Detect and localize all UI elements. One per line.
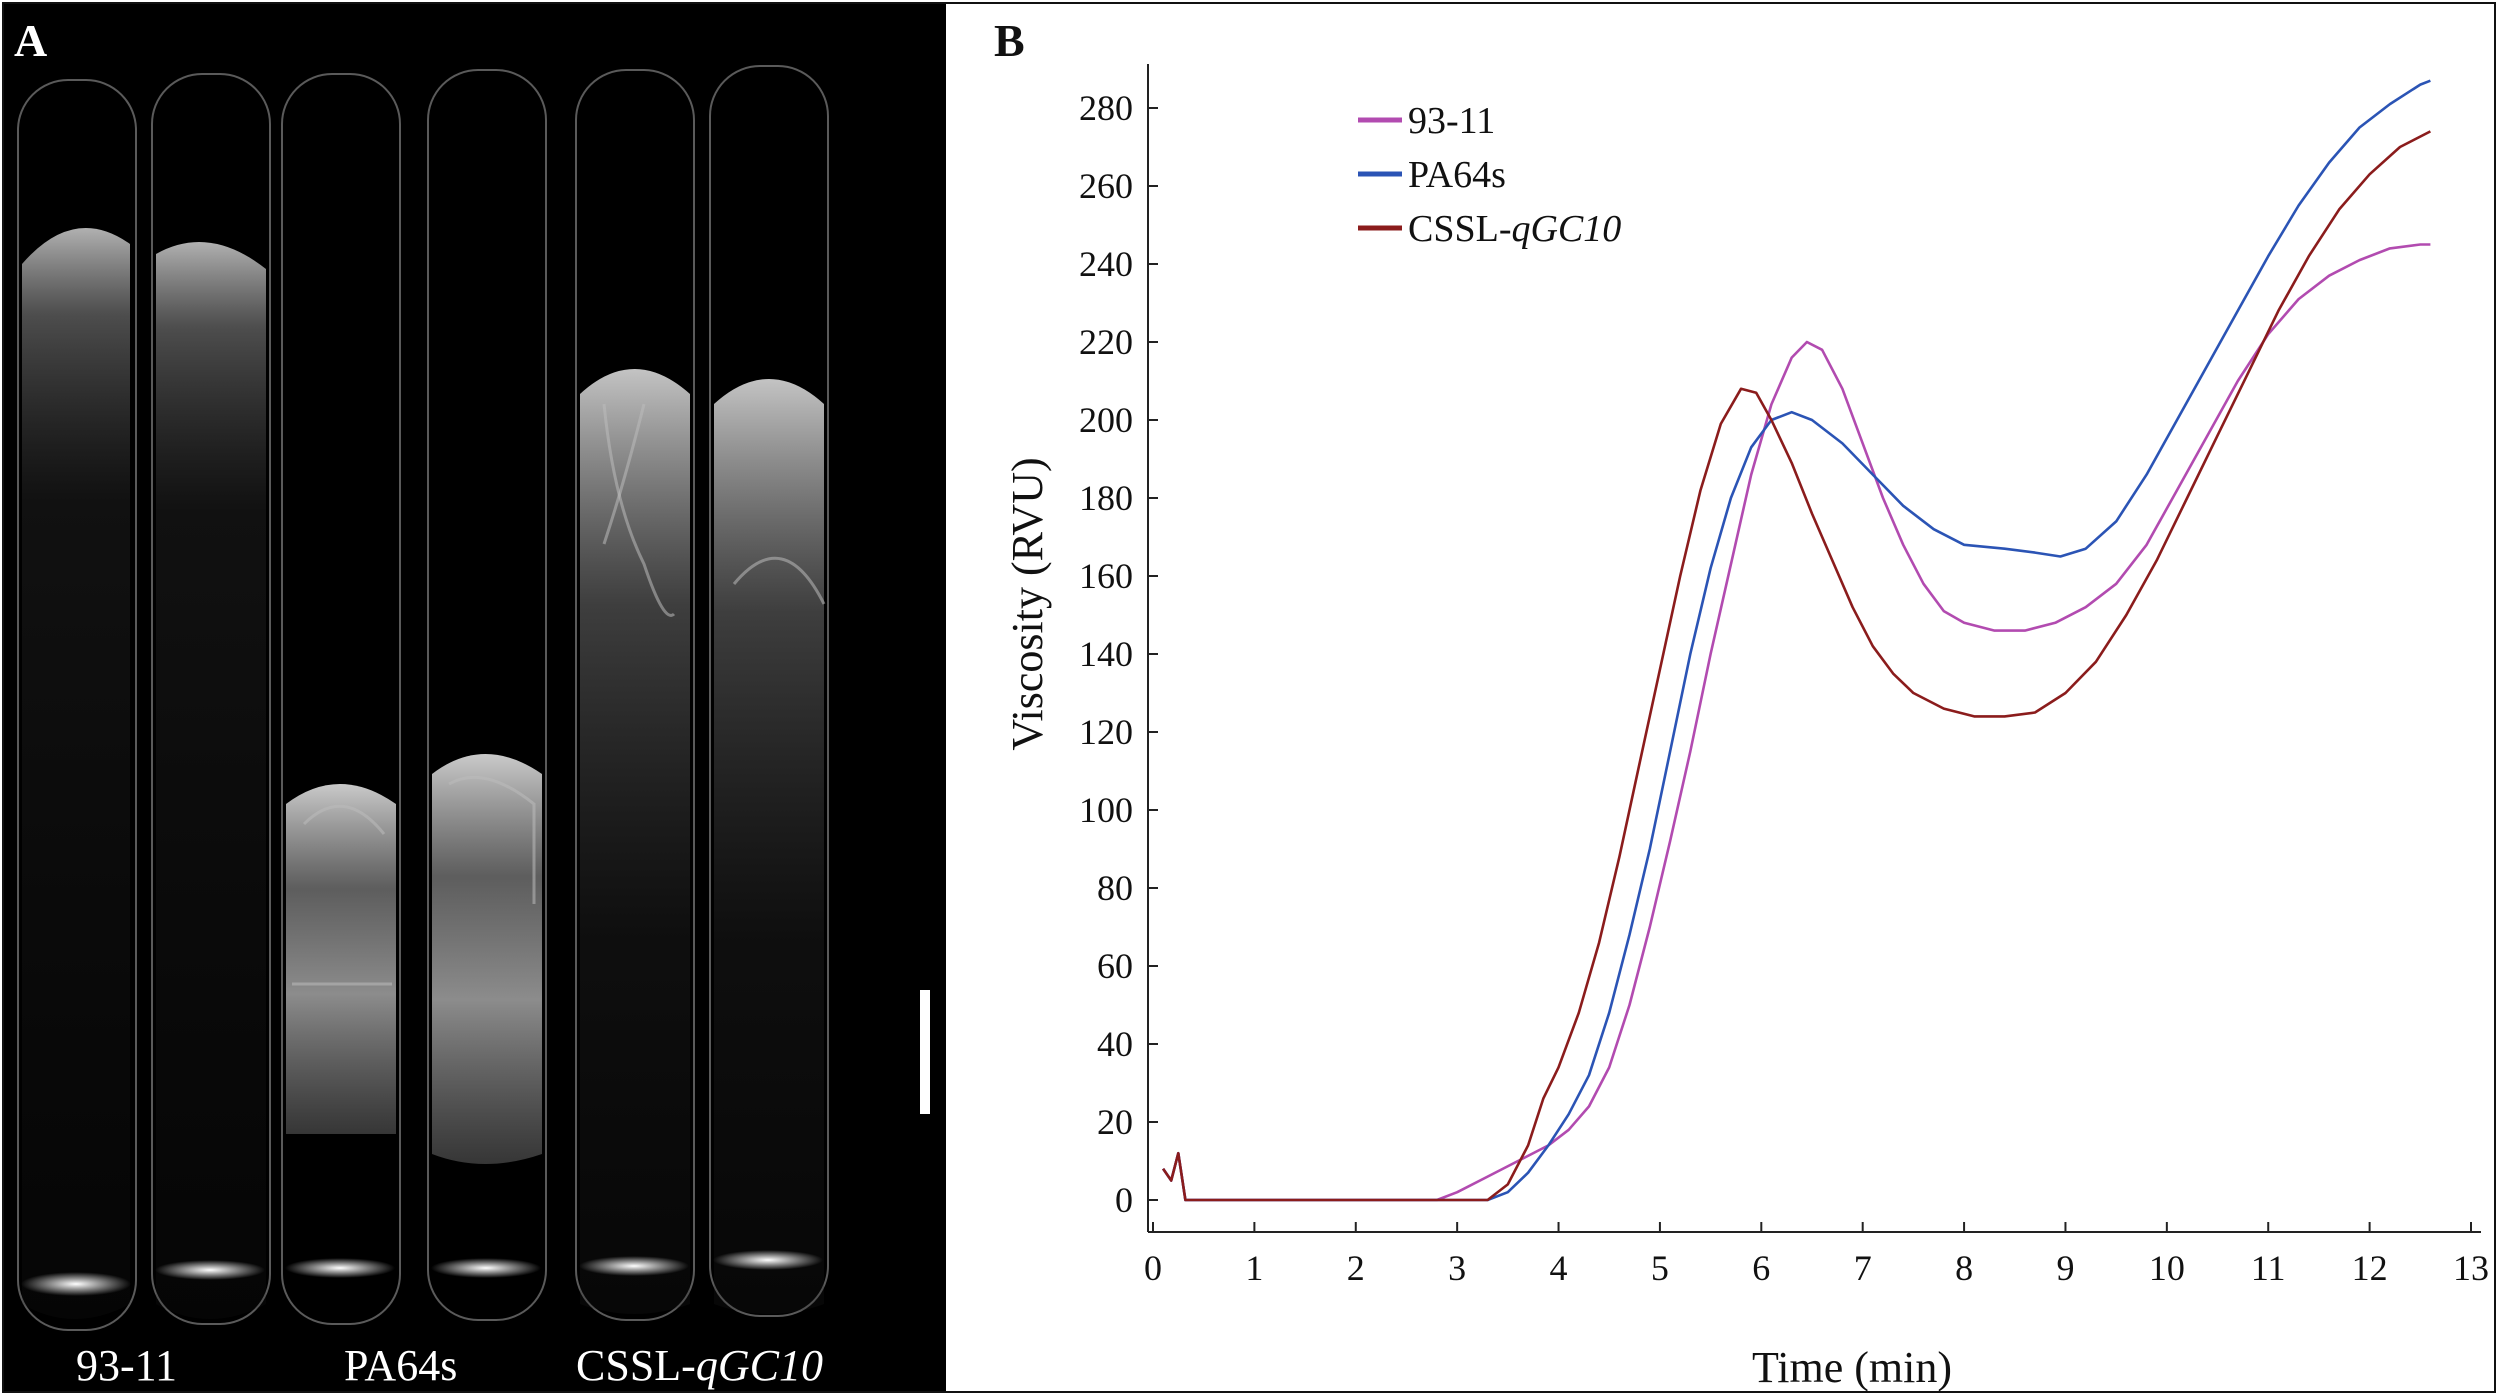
tube-5 [575,69,695,1321]
viscosity-chart: B 02040608010012014016018020022024026028… [994,15,2489,1391]
chart-lines [1162,79,2431,1202]
y-tick-label: 40 [1097,1024,1133,1064]
gel-pa64s-b [432,754,542,1164]
x-tick-label: 12 [2352,1248,2388,1288]
y-tick-label: 180 [1079,478,1133,518]
legend-entry: PA64s [1408,154,1506,196]
y-tick-label: 60 [1097,946,1133,986]
x-tick-label: 0 [1144,1248,1162,1288]
tube-label-pa64s: PA64s [344,1341,457,1390]
panel-a-photo: A 93-11 PA64s CSSL-qGC10 [4,4,946,1391]
y-tick-label: 200 [1079,400,1133,440]
gel-tubes-photo: A 93-11 PA64s CSSL-qGC10 [14,15,930,1390]
legend-entry: CSSL-qGC10 [1408,208,1621,250]
gel-93-11-a [22,228,130,1319]
x-tick-label: 10 [2149,1248,2185,1288]
tube-3 [281,73,401,1325]
tube-4 [427,69,547,1321]
y-tick-label: 280 [1079,88,1133,128]
x-axis-label: Time (min) [1752,1343,1952,1391]
scale-bar [920,990,930,1114]
gel-cssl-b [714,379,824,1314]
chart-legend: 93-11 PA64s CSSL-qGC10 [1358,100,1621,250]
y-tick-label: 0 [1115,1180,1133,1220]
tube-label-cssl-qgc10: CSSL-qGC10 [576,1341,823,1390]
y-tick-label: 140 [1079,634,1133,674]
tube-1 [17,79,137,1331]
y-tick-label: 100 [1079,790,1133,830]
x-tick-label: 3 [1448,1248,1466,1288]
y-tick-label: 80 [1097,868,1133,908]
gel-pa64s-a [286,784,396,1134]
x-tick-label: 8 [1955,1248,1973,1288]
legend-entry: 93-11 [1408,100,1495,142]
x-tick-label: 13 [2453,1248,2489,1288]
y-tick-label: 220 [1079,322,1133,362]
gel-cssl-a [580,369,690,1314]
x-tick-label: 6 [1752,1248,1770,1288]
y-tick-label: 160 [1079,556,1133,596]
x-tick-label: 7 [1854,1248,1872,1288]
chart-ticks: 0 20 40 60 80 100 120 140 160 180 200 220 240 260 280 0… [1079,88,2489,1288]
tube-label-93-11: 93-11 [76,1341,177,1390]
y-tick-label: 120 [1079,712,1133,752]
x-tick-label: 1 [1245,1248,1263,1288]
x-tick-label: 4 [1550,1248,1568,1288]
tube-6 [709,65,829,1317]
y-tick-label: 240 [1079,244,1133,284]
panel-a-label: A [14,15,47,66]
x-tick-label: 9 [2056,1248,2074,1288]
panel-b-label: B [994,15,1025,66]
gel-93-11-b [156,242,266,1319]
x-tick-label: 2 [1347,1248,1365,1288]
y-axis-label: Viscosity (RVU) [1003,457,1052,750]
x-tick-label: 11 [2251,1248,2286,1288]
y-tick-label: 20 [1097,1102,1133,1142]
series-line-93-11 [1162,243,2431,1202]
chart-axes [1147,64,2481,1233]
series-line-pa64s [1162,79,2431,1202]
series-line-cssl-qgc10 [1162,130,2431,1202]
x-tick-label: 5 [1651,1248,1669,1288]
y-tick-label: 260 [1079,166,1133,206]
tube-2 [151,73,271,1325]
panel-b-chart: B 0 20 40 60 80 100 120 140 160 180 200 220 240 260 28… [950,4,2496,1391]
